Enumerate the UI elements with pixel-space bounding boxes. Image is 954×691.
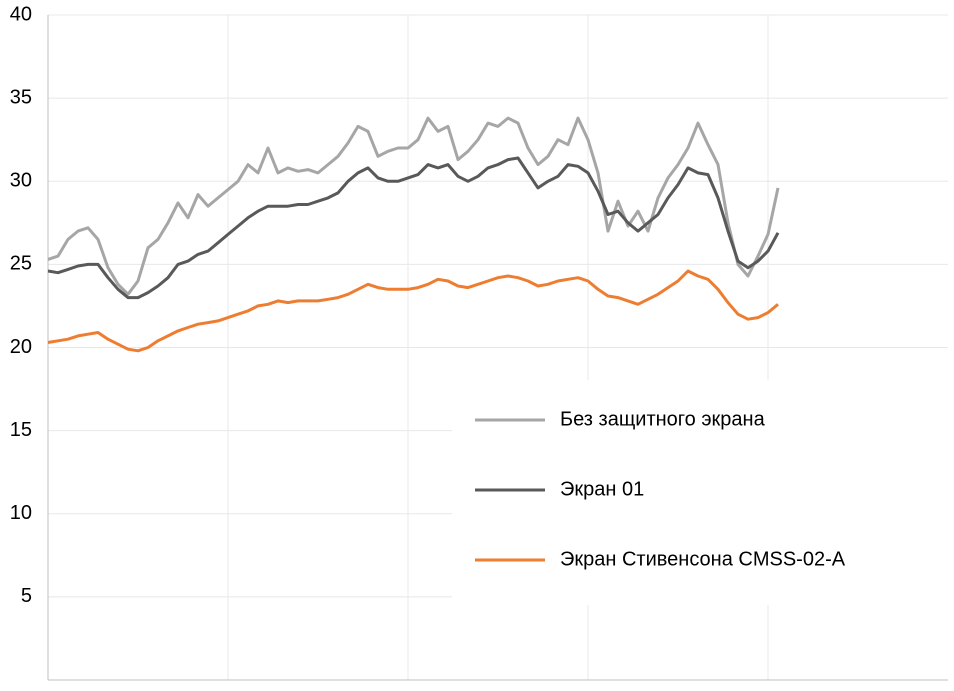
y-tick-label: 25 [10,253,32,275]
y-tick-label: 30 [10,170,32,192]
y-tick-label: 5 [21,585,32,607]
y-tick-label: 40 [10,3,32,25]
series-line [47,269,779,353]
legend-label: Экран Стивенсона CMSS-02-A [560,548,846,570]
y-tick-label: 10 [10,502,32,524]
legend-label: Экран 01 [560,478,644,500]
legend-box [452,380,948,605]
y-tick-label: 35 [10,86,32,108]
series-line [47,156,780,300]
y-tick-label: 15 [10,419,32,441]
y-tick-label: 20 [10,336,32,358]
series-line [47,116,780,296]
legend-label: Без защитного экрана [560,408,766,430]
